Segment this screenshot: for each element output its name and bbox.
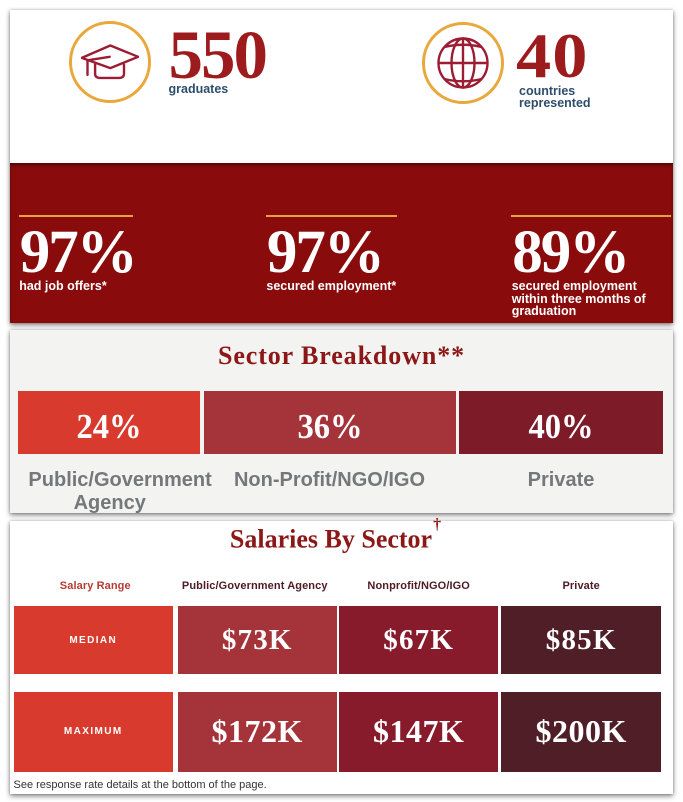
maximum-row-label-cell: MAXIMUM [13, 692, 173, 772]
column-header-salary-range: Salary Range [59, 580, 131, 592]
maximum-public-value: $172K [211, 713, 303, 750]
graduates-label: graduates [168, 81, 229, 96]
globe-icon [436, 36, 489, 89]
graduation-cap-icon [81, 43, 139, 79]
maximum-label: MAXIMUM [63, 726, 123, 738]
dagger-mark: † [433, 516, 442, 533]
salaries-card: Salaries By Sector† Salary Range Public/… [10, 517, 673, 794]
sector-bar-value: 24% [76, 406, 142, 446]
sector-bar-label-public-line2: Agency [73, 491, 146, 514]
median-public-value: $73K [221, 623, 293, 656]
outcome-label: had job offers* [19, 279, 107, 294]
maximum-public-cell: $172K [178, 692, 337, 772]
gold-rule [511, 215, 671, 218]
sector-bar-public: 24% [17, 390, 200, 454]
countries-count: 40 [515, 19, 589, 91]
column-header-nonprofit: Nonprofit/NGO/IGO [367, 580, 470, 592]
gold-rule [18, 215, 133, 218]
maximum-private-cell: $200K [501, 692, 661, 772]
sector-breakdown-title: Sector Breakdown** [217, 341, 466, 370]
salaries-title: Salaries By Sector† [4, 517, 667, 554]
outcome-value: 97% [19, 219, 138, 287]
countries-icon-circle [421, 21, 504, 104]
sector-bar-value: 40% [528, 406, 594, 446]
sector-bar-value: 36% [296, 406, 363, 446]
outcome-value: 89% [512, 219, 630, 287]
outcome-value: 97% [266, 219, 385, 287]
sector-breakdown-card: Sector Breakdown** 24% 36% 40% Public/Go… [10, 330, 673, 514]
maximum-nonprofit-value: $147K [373, 713, 465, 750]
maximum-nonprofit-cell: $147K [339, 692, 499, 772]
median-label: MEDIAN [69, 634, 118, 646]
outcomes-band: 97% had job offers* 97% secured employme… [10, 163, 673, 323]
sector-bar-label-nonprofit: Non-Profit/NGO/IGO [233, 469, 426, 492]
top-stats-card: 550 graduates 40 countries represented 9… [10, 10, 673, 323]
maximum-private-value: $200K [535, 713, 627, 750]
median-public-cell: $73K [178, 606, 337, 674]
sector-bar-label-public-line1: Public/Government [28, 469, 212, 492]
median-nonprofit-cell: $67K [339, 606, 499, 674]
response-rate-footnote: See response rate details at the bottom … [13, 779, 267, 791]
sector-bar-nonprofit: 36% [203, 390, 456, 454]
gold-rule [265, 215, 397, 218]
graduates-icon-circle [69, 21, 151, 103]
column-header-public: Public/Government Agency [181, 580, 328, 592]
median-row-label-cell: MEDIAN [13, 606, 173, 674]
column-header-private: Private [562, 580, 600, 592]
graduates-count: 550 [168, 17, 268, 93]
median-private-cell: $85K [501, 606, 661, 674]
outcome-label: secured employment within three months o… [511, 279, 646, 319]
outcome-label: secured employment* [266, 279, 397, 294]
median-private-value: $85K [545, 623, 617, 656]
sector-bar-label-private: Private [527, 469, 595, 492]
salaries-title-text: Salaries By Sector [229, 524, 433, 554]
sector-bar-private: 40% [459, 390, 663, 454]
median-nonprofit-value: $67K [383, 623, 455, 656]
countries-label: countries represented [519, 84, 591, 110]
